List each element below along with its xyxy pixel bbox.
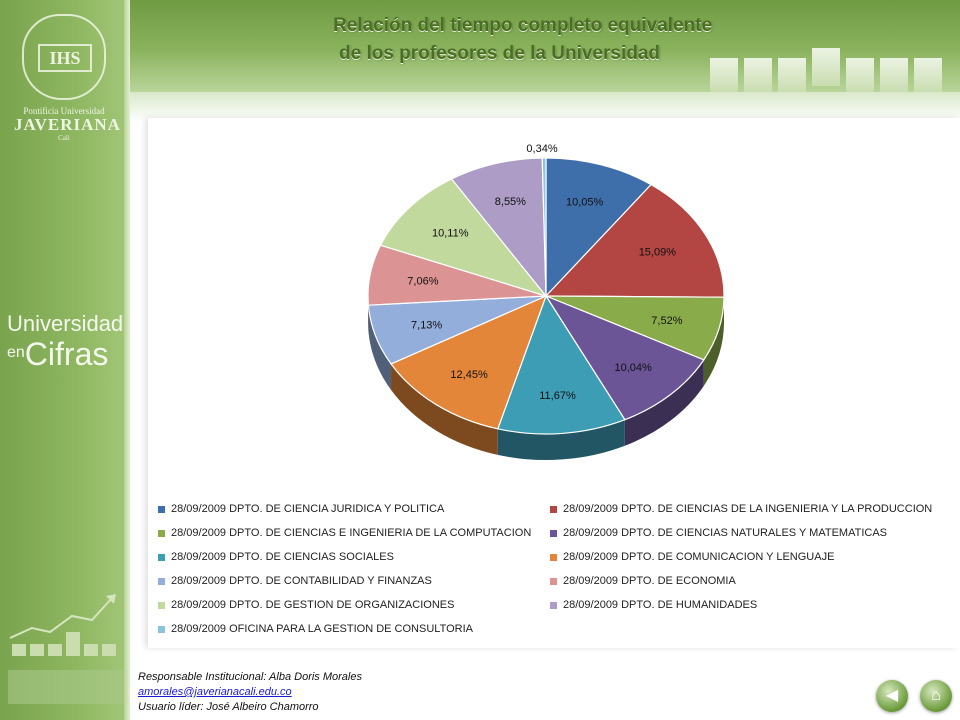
pie-slice bbox=[544, 183, 725, 298]
pie-slice bbox=[541, 157, 547, 297]
pie-side-wall bbox=[624, 359, 704, 446]
back-arrow-icon: ◀ bbox=[885, 687, 899, 704]
pie-slice bbox=[544, 294, 705, 421]
university-logo: IHS Pontificia Universidad JAVERIANA Cal… bbox=[14, 14, 121, 150]
slice-data-label: 7,52% bbox=[651, 315, 682, 327]
legend-label: 28/09/2009 DPTO. DE CIENCIA JURIDICA Y P… bbox=[171, 503, 445, 515]
pie-chart: 10,05% 15,09% 7,52% 10,04% 11,67% 12,45% 7,13%… bbox=[367, 143, 725, 460]
logo-line1: Pontificia Universidad bbox=[23, 106, 105, 116]
legend-label: 28/09/2009 DPTO. DE COMUNICACION Y LENGU… bbox=[563, 551, 835, 563]
home-button[interactable]: ⌂ bbox=[920, 680, 952, 712]
legend-item: 28/09/2009 DPTO. DE GESTION DE ORGANIZAC… bbox=[158, 599, 454, 611]
legend-swatch bbox=[550, 529, 557, 537]
slice-data-label: 10,11% bbox=[432, 227, 469, 239]
logo-line3: Cali bbox=[58, 134, 70, 142]
legend-label: 28/09/2009 DPTO. DE HUMANIDADES bbox=[563, 599, 758, 611]
back-button[interactable]: ◀ bbox=[876, 680, 908, 712]
slice-data-label: 0,34% bbox=[526, 143, 557, 155]
page-title-line1: Relación del tiempo completo equivalente bbox=[333, 15, 713, 36]
legend-label: 28/09/2009 DPTO. DE CIENCIAS E INGENIERI… bbox=[171, 527, 532, 539]
header-decoration-blocks bbox=[710, 48, 942, 92]
legend-item: 28/09/2009 DPTO. DE CIENCIAS DE LA INGEN… bbox=[550, 503, 932, 515]
legend-item: 28/09/2009 DPTO. DE CIENCIAS NATURALES Y… bbox=[550, 527, 887, 539]
slice-data-label: 15,09% bbox=[639, 246, 677, 258]
logo-line2: JAVERIANA bbox=[14, 115, 121, 134]
pie-side-wall bbox=[497, 419, 625, 460]
pie-slice bbox=[390, 294, 548, 430]
responsable-text: Responsable Institucional: Alba Doris Mo… bbox=[138, 671, 362, 683]
usuario-lider-text: Usuario líder: José Albeiro Chamorro bbox=[138, 701, 319, 713]
legend-label: 28/09/2009 OFICINA PARA LA GESTION DE CO… bbox=[171, 623, 474, 635]
slice-data-label: 11,67% bbox=[539, 390, 576, 402]
logo-monogram: IHS bbox=[38, 44, 92, 72]
home-icon: ⌂ bbox=[931, 687, 941, 704]
legend-swatch bbox=[158, 577, 165, 585]
slice-data-label: 8,55% bbox=[495, 196, 526, 208]
header-banner bbox=[130, 0, 960, 122]
pie-side-wall bbox=[703, 297, 724, 386]
legend-item: 28/09/2009 DPTO. DE CONTABILIDAD Y FINAN… bbox=[158, 575, 432, 587]
legend-swatch bbox=[550, 601, 557, 609]
legend-item: 28/09/2009 DPTO. DE ECONOMIA bbox=[550, 575, 736, 587]
slice-data-label: 10,05% bbox=[566, 197, 604, 209]
crest-icon: IHS bbox=[22, 14, 106, 100]
legend-swatch bbox=[158, 553, 165, 561]
legend-label: 28/09/2009 DPTO. DE CONTABILIDAD Y FINAN… bbox=[171, 575, 432, 587]
legend-item: 28/09/2009 OFICINA PARA LA GESTION DE CO… bbox=[158, 623, 473, 635]
slice-data-label: 12,45% bbox=[450, 369, 488, 381]
legend-swatch bbox=[550, 505, 557, 513]
page-title-line2: de los profesores de la Universidad bbox=[339, 43, 660, 64]
footer-credits: Responsable Institucional: Alba Doris Mo… bbox=[138, 670, 362, 715]
chart-panel: 10,05% 15,09% 7,52% 10,04% 11,67% 12,45% 7,13%… bbox=[148, 118, 960, 648]
legend-swatch bbox=[158, 625, 165, 633]
legend-swatch bbox=[550, 553, 557, 561]
legend-item: 28/09/2009 DPTO. DE COMUNICACION Y LENGU… bbox=[550, 551, 834, 563]
legend-swatch bbox=[158, 529, 165, 537]
brand-line2b: Cifras bbox=[24, 336, 109, 372]
email-link[interactable]: amorales@javerianacali.edu.co bbox=[138, 686, 292, 698]
universidad-en-cifras-brand: Universidad enCifras bbox=[7, 311, 124, 373]
legend-label: 28/09/2009 DPTO. DE ECONOMIA bbox=[563, 575, 736, 587]
legend-swatch bbox=[158, 601, 165, 609]
legend-label: 28/09/2009 DPTO. DE CIENCIAS NATURALES Y… bbox=[563, 527, 887, 539]
sidebar bbox=[0, 0, 130, 720]
legend-label: 28/09/2009 DPTO. DE GESTION DE ORGANIZAC… bbox=[171, 599, 455, 611]
legend-item: 28/09/2009 DPTO. DE CIENCIAS E INGENIERI… bbox=[158, 527, 531, 539]
slice-data-label: 7,13% bbox=[411, 319, 442, 331]
slice-data-label: 7,06% bbox=[407, 276, 438, 288]
pie-slice bbox=[379, 178, 548, 298]
growth-chart-decoration-icon bbox=[8, 594, 123, 704]
pie-slice bbox=[450, 157, 547, 298]
legend-item: 28/09/2009 DPTO. DE CIENCIAS SOCIALES bbox=[158, 551, 394, 563]
pie-side-wall bbox=[368, 305, 392, 390]
legend-item: 28/09/2009 DPTO. DE CIENCIA JURIDICA Y P… bbox=[158, 503, 444, 515]
legend-swatch bbox=[158, 505, 165, 513]
sidebar-edge bbox=[124, 0, 130, 720]
legend-label: 28/09/2009 DPTO. DE CIENCIAS SOCIALES bbox=[171, 551, 394, 563]
legend-swatch bbox=[550, 577, 557, 585]
legend-label: 28/09/2009 DPTO. DE CIENCIAS DE LA INGEN… bbox=[563, 503, 933, 515]
pie-slice bbox=[496, 294, 626, 435]
brand-line1: Universidad bbox=[7, 311, 124, 336]
slice-data-label: 10,04% bbox=[614, 362, 652, 374]
legend-item: 28/09/2009 DPTO. DE HUMANIDADES bbox=[550, 599, 757, 611]
brand-line2a: en bbox=[7, 344, 25, 361]
pie-slice bbox=[545, 157, 653, 298]
